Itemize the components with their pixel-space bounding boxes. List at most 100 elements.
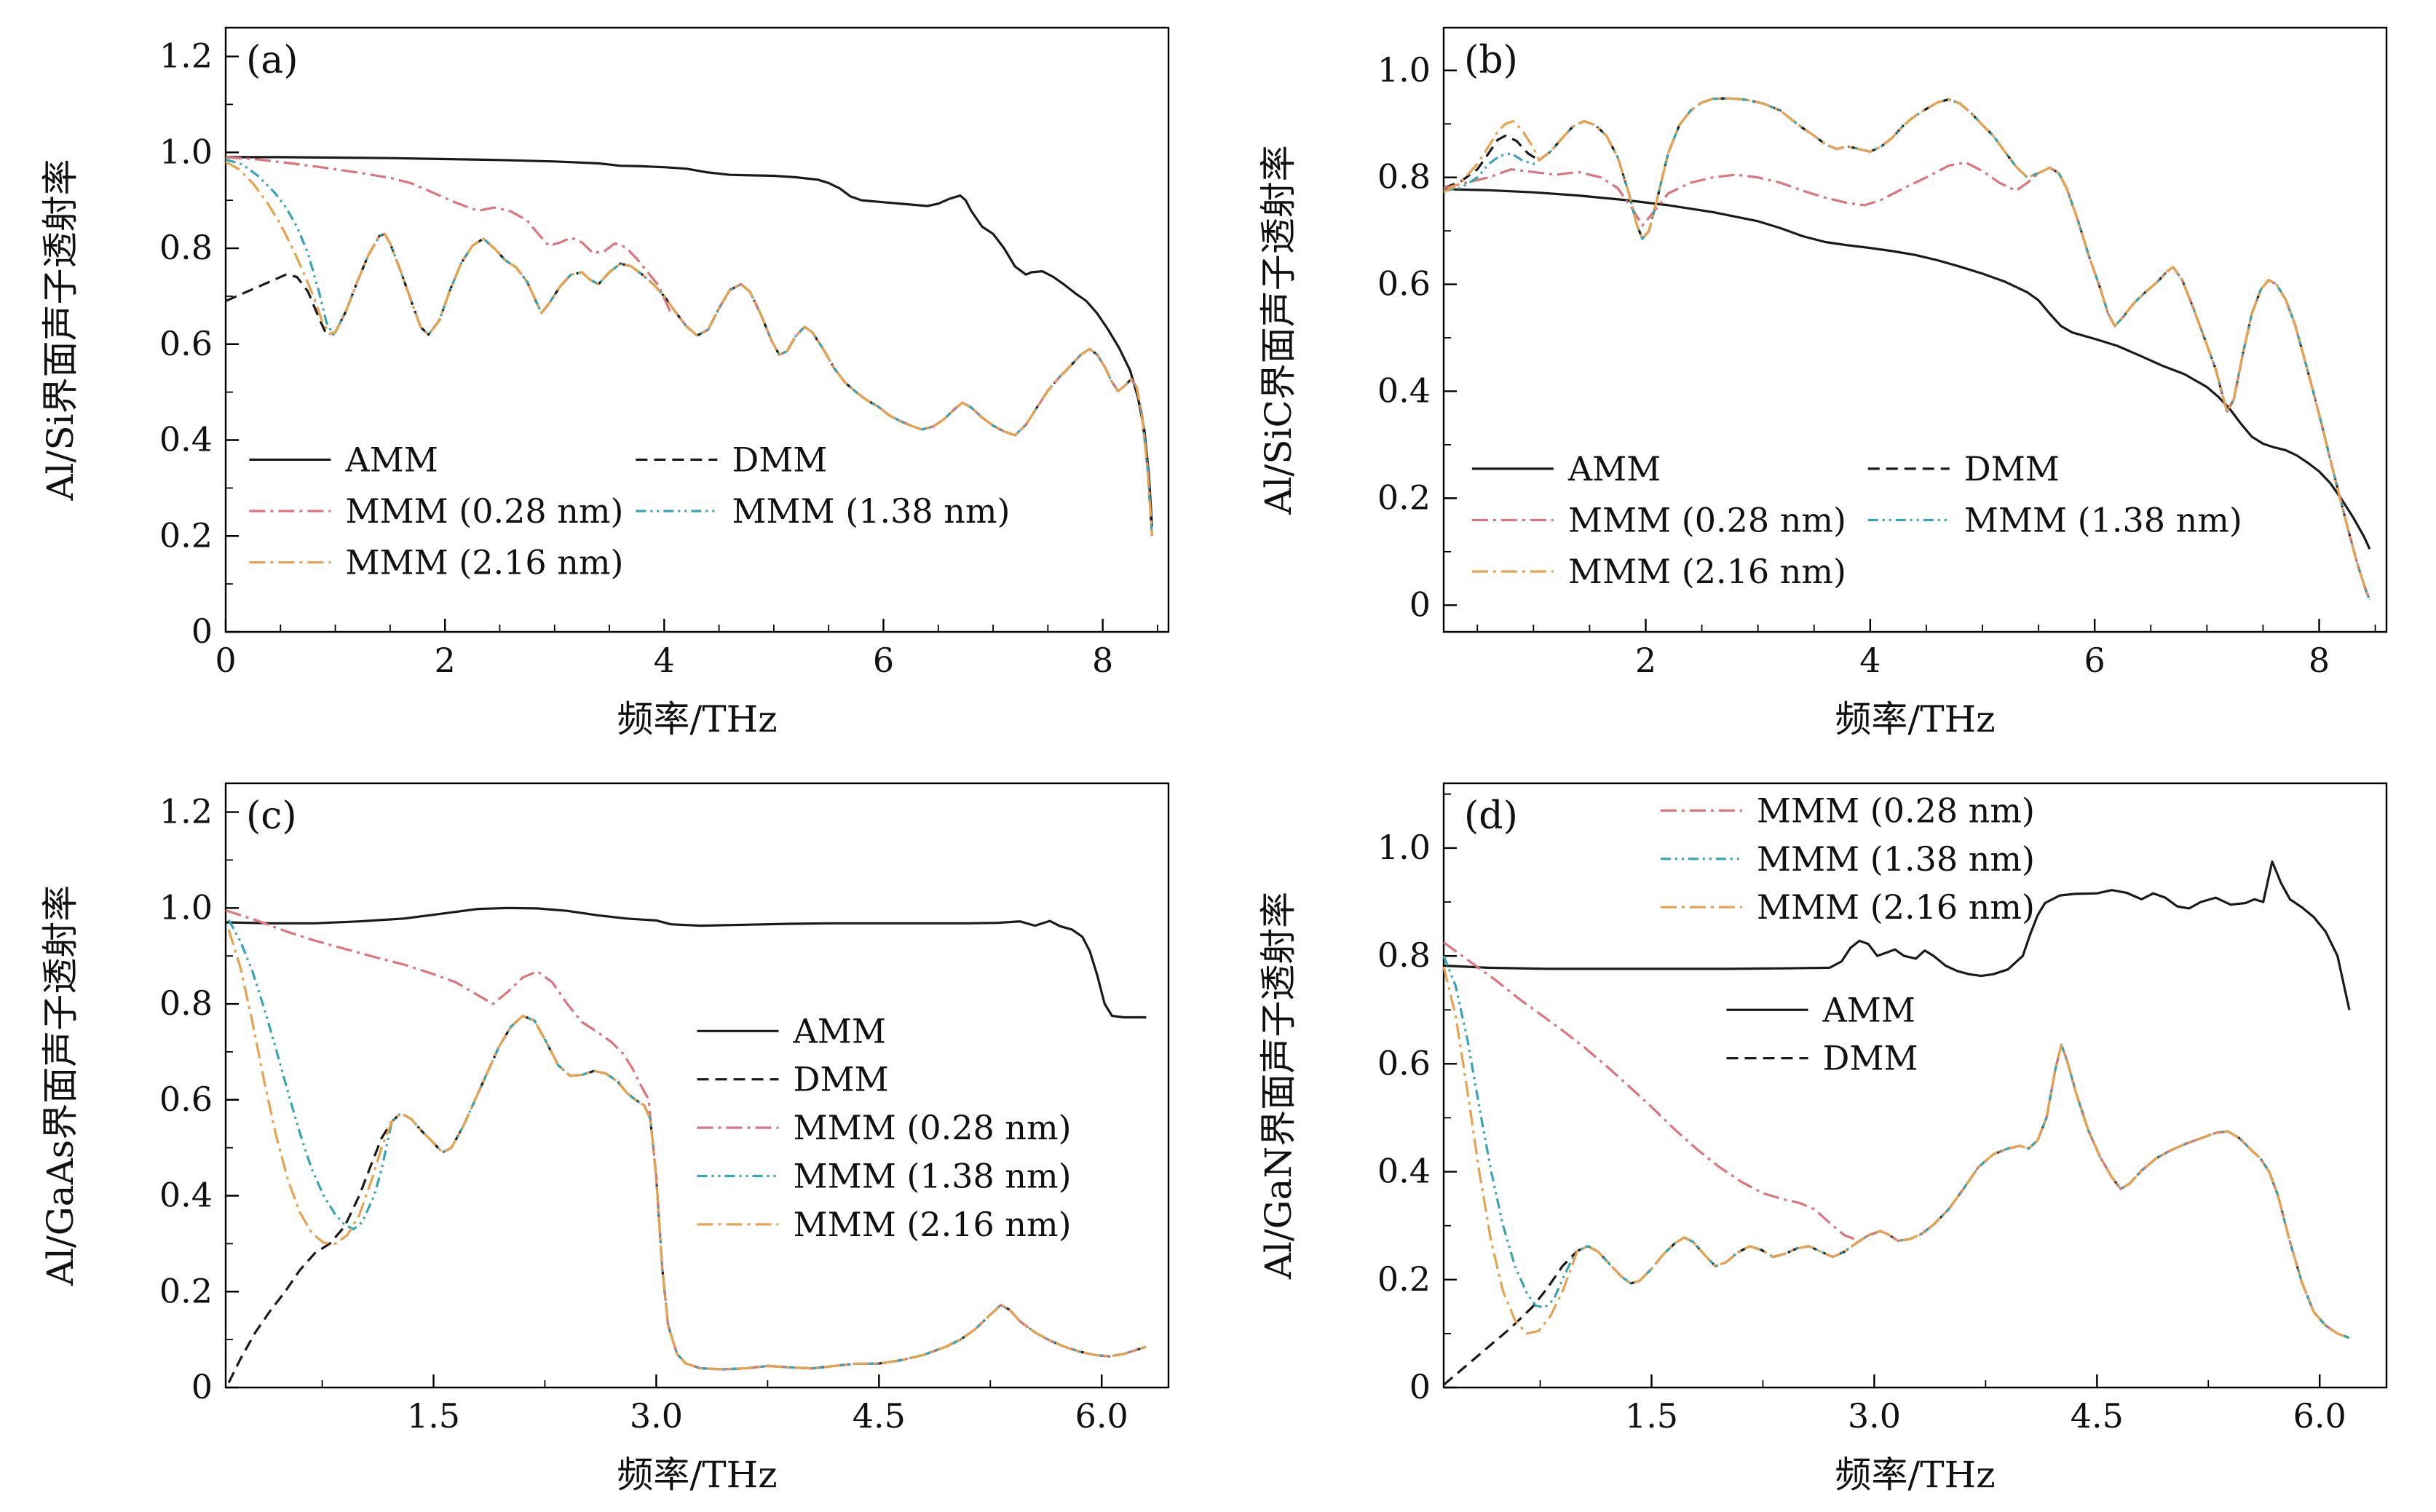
x-tick-label: 8 bbox=[2309, 641, 2330, 680]
y-tick-label: 0 bbox=[191, 611, 213, 651]
y-tick-label: 0 bbox=[1409, 585, 1431, 624]
x-tick-label: 1.5 bbox=[407, 1396, 460, 1436]
x-tick-label: 6.0 bbox=[1075, 1396, 1128, 1436]
y-tick-label: 1.0 bbox=[1377, 50, 1431, 90]
plot-border bbox=[1442, 26, 2388, 633]
x-tick-label: 6.0 bbox=[2293, 1396, 2346, 1436]
y-tick-label: 0.8 bbox=[159, 228, 213, 267]
y-tick-label: 0.2 bbox=[159, 515, 213, 555]
panel-a: 0 2 4 6 8 0 0.2 0.4 0.6 0.8 1.0 1.2 频率/THz Al/Si界面声子透… bbox=[0, 0, 1218, 756]
y-tick-label: 0.8 bbox=[1377, 157, 1431, 197]
chart-c-svg: 1.5 3.0 4.5 6.0 0 0.2 0.4 0.6 0.8 1.0 1.2 频率/THz Al/… bbox=[39, 782, 1170, 1496]
y-tick-label: 0 bbox=[191, 1367, 213, 1406]
legend-label-dmm: DMM bbox=[794, 1060, 889, 1099]
series-amm-line bbox=[226, 156, 1153, 527]
panel-c: 1.5 3.0 4.5 6.0 0 0.2 0.4 0.6 0.8 1.0 1.2 频率/THz Al/… bbox=[0, 756, 1218, 1511]
series-dmm-line bbox=[1442, 1043, 2350, 1386]
y-axis-title: Al/GaAs界面声子透射率 bbox=[39, 885, 82, 1286]
plot-border bbox=[224, 26, 1170, 633]
x-tick-label: 2 bbox=[1635, 641, 1656, 680]
series-amm-line bbox=[225, 906, 1147, 1019]
y-tick-label: 1.2 bbox=[159, 36, 213, 76]
legend-label-mmm-0-28-nm: MMM (0.28 nm) bbox=[345, 491, 623, 531]
x-axis-title: 频率/THz bbox=[1835, 1454, 1995, 1496]
legend-label-mmm-1-38-nm: MMM (1.38 nm) bbox=[1757, 839, 2035, 879]
panel-label-c: (c) bbox=[246, 794, 297, 838]
legend-label-dmm: DMM bbox=[1823, 1039, 1918, 1078]
x-tick-label: 4.5 bbox=[2071, 1396, 2124, 1436]
y-tick-label: 0.4 bbox=[159, 420, 213, 459]
x-tick-label: 8 bbox=[1092, 641, 1113, 680]
series-mmm-1-38-nm-line bbox=[1443, 97, 2371, 601]
series-amm-line bbox=[1443, 860, 2351, 1010]
y-tick-label: 1.2 bbox=[159, 792, 213, 831]
y-axis-title: Al/SiC界面声子透射率 bbox=[1257, 145, 1300, 515]
series-mmm-2-16-nm-line bbox=[227, 929, 1147, 1371]
series-mmm-2-16-nm-line bbox=[1442, 966, 2350, 1339]
legend-label-amm: AMM bbox=[1822, 990, 1915, 1029]
plot-border bbox=[224, 782, 1170, 1389]
y-axis-title: Al/GaN界面声子透射率 bbox=[1257, 892, 1300, 1280]
x-tick-label: 3.0 bbox=[1848, 1396, 1901, 1436]
y-tick-label: 0.6 bbox=[1377, 1043, 1431, 1082]
chart-b-svg: 2 4 6 8 0 0.2 0.4 0.6 0.8 1.0 频率/THz Al/SiC界面声子透射率 A… bbox=[1257, 26, 2388, 740]
series-mmm-1-38-nm-line bbox=[225, 158, 1153, 537]
y-tick-label: 1.0 bbox=[159, 887, 213, 927]
panel-label-a: (a) bbox=[246, 39, 298, 82]
x-tick-label: 6 bbox=[2084, 641, 2105, 680]
legend-label-amm: AMM bbox=[793, 1011, 886, 1050]
legend-label-dmm: DMM bbox=[1964, 449, 2060, 488]
y-tick-label: 0.2 bbox=[159, 1271, 213, 1310]
y-tick-label: 0.8 bbox=[1377, 935, 1431, 975]
legend-label-mmm-0-28-nm: MMM (0.28 nm) bbox=[1757, 791, 2035, 830]
series-mmm-1-38-nm-line bbox=[227, 919, 1147, 1371]
panel-label-b: (b) bbox=[1464, 39, 1518, 82]
x-tick-label: 1.5 bbox=[1625, 1396, 1678, 1436]
x-tick-label: 6 bbox=[873, 641, 894, 680]
x-tick-label: 4.5 bbox=[853, 1396, 906, 1436]
x-tick-label: 4 bbox=[1859, 641, 1881, 680]
y-tick-label: 0.4 bbox=[1377, 1152, 1431, 1191]
series-amm-line bbox=[1443, 188, 2371, 550]
legend-label-mmm-1-38-nm: MMM (1.38 nm) bbox=[732, 491, 1010, 531]
series-dmm-line bbox=[227, 1014, 1147, 1384]
y-tick-label: 1.0 bbox=[1377, 828, 1431, 867]
legend-label-mmm-2-16-nm: MMM (2.16 nm) bbox=[1757, 887, 2035, 927]
series-mmm-2-16-nm-line bbox=[225, 160, 1153, 537]
x-tick-label: 3.0 bbox=[630, 1396, 683, 1436]
legend-label-mmm-2-16-nm: MMM (2.16 nm) bbox=[1568, 552, 1846, 591]
series-mmm-2-16-nm-line bbox=[1443, 97, 2371, 601]
panel-d: 1.5 3.0 4.5 6.0 0 0.2 0.4 0.6 0.8 1.0 频率/THz Al/GaN… bbox=[1218, 756, 2436, 1511]
legend-label-dmm: DMM bbox=[732, 440, 827, 479]
legend-label-mmm-0-28-nm: MMM (0.28 nm) bbox=[1568, 500, 1846, 539]
x-tick-label: 0 bbox=[215, 641, 236, 680]
y-tick-label: 0.8 bbox=[159, 983, 213, 1023]
legend-label-mmm-2-16-nm: MMM (2.16 nm) bbox=[345, 543, 623, 582]
legend-label-mmm-1-38-nm: MMM (1.38 nm) bbox=[794, 1157, 1072, 1196]
legend-label-amm: AMM bbox=[344, 440, 438, 479]
y-tick-label: 0.6 bbox=[159, 1080, 213, 1119]
y-tick-label: 1.0 bbox=[159, 132, 213, 171]
legend-label-mmm-1-38-nm: MMM (1.38 nm) bbox=[1964, 500, 2242, 539]
x-axis-title: 频率/THz bbox=[617, 1454, 777, 1496]
legend-label-mmm-2-16-nm: MMM (2.16 nm) bbox=[794, 1205, 1072, 1244]
legend-label-amm: AMM bbox=[1567, 449, 1661, 488]
y-tick-label: 0.6 bbox=[1377, 264, 1431, 304]
y-tick-label: 0.2 bbox=[1377, 478, 1431, 517]
x-axis-title: 频率/THz bbox=[1835, 698, 1995, 740]
x-tick-label: 4 bbox=[654, 641, 675, 680]
plot-border bbox=[1442, 782, 2388, 1389]
y-tick-label: 0.6 bbox=[159, 324, 213, 363]
chart-a-svg: 0 2 4 6 8 0 0.2 0.4 0.6 0.8 1.0 1.2 频率/THz Al/Si界面声子透… bbox=[39, 26, 1170, 740]
y-tick-label: 0.4 bbox=[1377, 371, 1431, 410]
y-axis-title: Al/Si界面声子透射率 bbox=[39, 159, 82, 501]
y-tick-label: 0.4 bbox=[159, 1176, 213, 1215]
chart-d-svg: 1.5 3.0 4.5 6.0 0 0.2 0.4 0.6 0.8 1.0 频率/THz Al/GaN… bbox=[1257, 782, 2388, 1496]
y-tick-label: 0.2 bbox=[1377, 1259, 1431, 1299]
y-tick-label: 0 bbox=[1409, 1367, 1431, 1406]
legend-label-mmm-0-28-nm: MMM (0.28 nm) bbox=[794, 1108, 1072, 1147]
x-tick-label: 2 bbox=[435, 641, 456, 680]
panel-label-d: (d) bbox=[1464, 794, 1518, 838]
x-axis-title: 频率/THz bbox=[617, 698, 777, 740]
